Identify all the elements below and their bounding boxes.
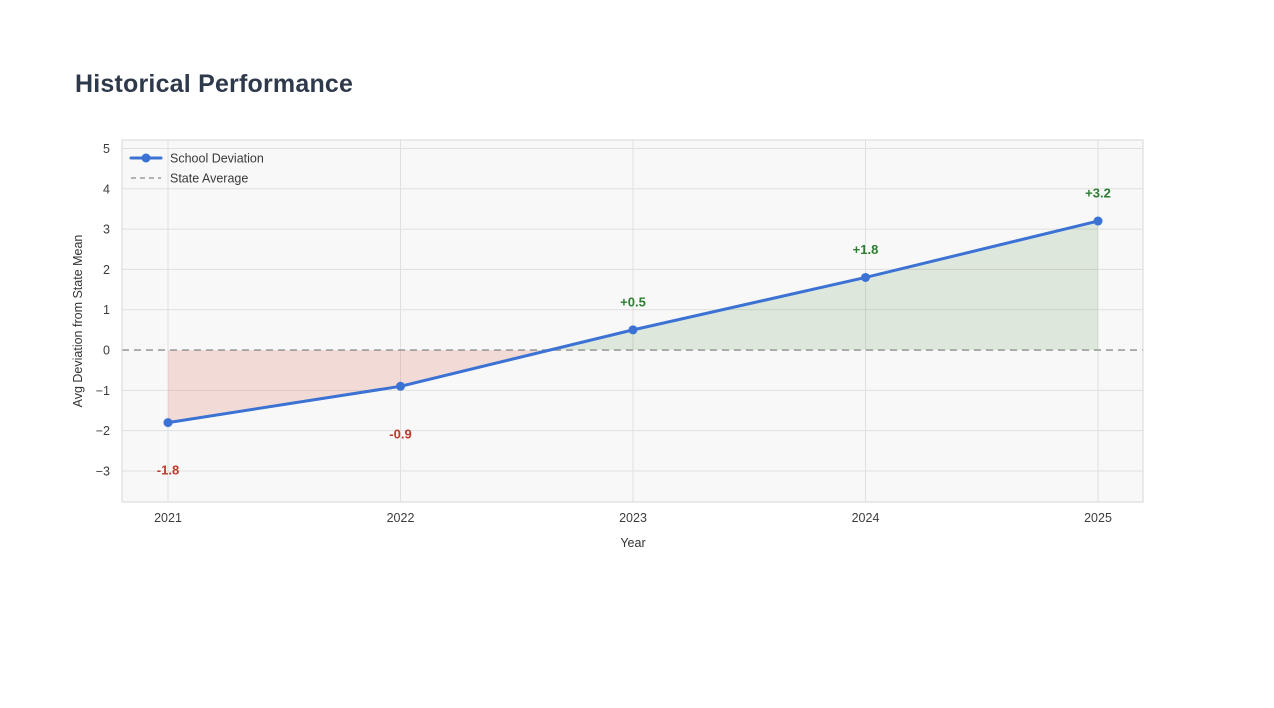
y-tick-label: 5: [103, 142, 110, 156]
negative-deviation-fill: [168, 350, 550, 423]
legend: School Deviation State Average: [129, 152, 264, 186]
data-point-marker: [1093, 216, 1103, 226]
x-axis-tick-labels: 2021 2022 2023 2024 2025: [154, 511, 1112, 525]
data-point-marker: [628, 325, 638, 335]
y-tick-label: 2: [103, 263, 110, 277]
x-tick-label: 2022: [387, 511, 415, 525]
data-point-label: +3.2: [1085, 186, 1111, 201]
x-tick-label: 2023: [619, 511, 647, 525]
legend-label-state-average: State Average: [170, 172, 248, 186]
chart-title: Historical Performance: [75, 70, 354, 98]
data-point-label: -0.9: [389, 426, 411, 441]
data-point-marker: [396, 381, 405, 391]
y-axis-tick-labels: −3 −2 −1 0 1 2 3 4 5: [96, 142, 110, 478]
x-tick-label: 2025: [1084, 511, 1112, 525]
x-tick-label: 2024: [852, 511, 880, 525]
x-tick-label: 2021: [154, 511, 182, 525]
plot-border: [121, 139, 1144, 503]
y-tick-label: 0: [103, 344, 110, 358]
legend-marker-icon: [141, 153, 151, 163]
gridlines: [122, 140, 1143, 502]
data-point-labels: -1.8 -0.9 +0.5 +1.8 +3.2: [157, 186, 1111, 478]
data-point-label: -1.8: [157, 463, 179, 478]
y-tick-label: 1: [103, 303, 110, 317]
x-axis-title: Year: [620, 536, 645, 550]
data-point-marker: [163, 418, 173, 428]
data-point-markers: [163, 216, 1103, 428]
data-point-label: +0.5: [620, 294, 646, 309]
legend-label-school-deviation: School Deviation: [170, 152, 264, 166]
y-tick-label: −3: [96, 464, 110, 478]
y-tick-label: −2: [96, 424, 110, 438]
data-point-label: +1.8: [853, 242, 879, 257]
y-axis-title: Avg Deviation from State Mean: [71, 235, 85, 408]
y-tick-label: −1: [96, 384, 110, 398]
y-tick-label: 4: [103, 182, 110, 196]
y-tick-label: 3: [103, 223, 110, 237]
data-point-marker: [861, 272, 870, 282]
